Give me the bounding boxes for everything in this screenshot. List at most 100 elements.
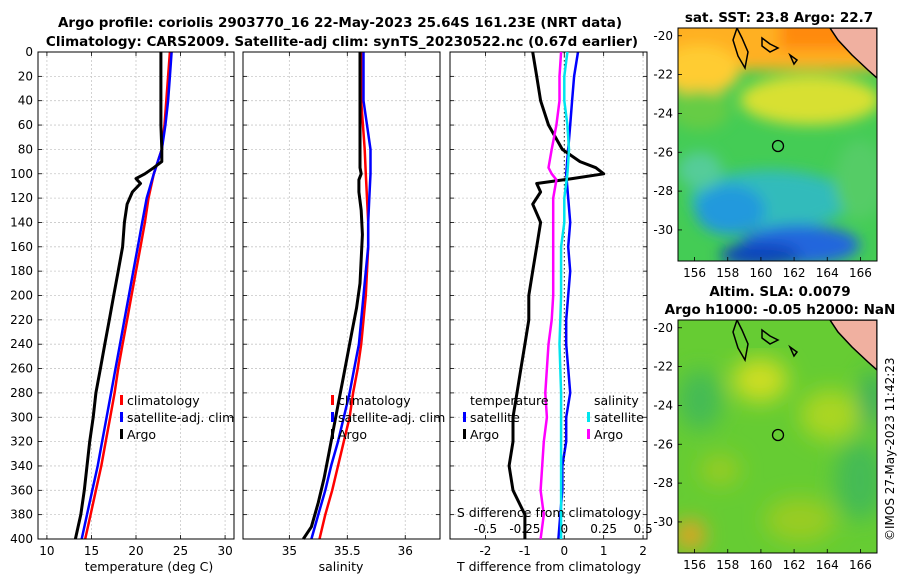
sla-map-axes: 156 158 160 162 164 166 -20 -22 -24 -26 -28 -30 <box>653 321 871 572</box>
salinity-diff-tick-label: 0 <box>560 522 568 536</box>
x-tick-label: 20 <box>128 544 143 558</box>
map-lat-label: -24 <box>653 398 673 412</box>
axes-frame <box>37 51 235 540</box>
depth-tick-label: 160 <box>10 240 33 254</box>
x-tick-label: -2 <box>479 544 491 558</box>
map-lon-label: 166 <box>849 266 872 280</box>
depth-tick-label: 280 <box>10 386 33 400</box>
series-line-argo <box>73 52 164 540</box>
grid <box>38 51 234 540</box>
map-lat-label: -26 <box>653 437 673 451</box>
depth-tick-label: 180 <box>10 264 33 278</box>
depth-tick-label: 200 <box>10 289 33 303</box>
series-line-temperature-satellite <box>557 51 580 540</box>
sla-map-frame <box>677 319 878 554</box>
legend-t-argo: Argo <box>470 427 499 442</box>
legend-argo-swatch <box>120 429 123 439</box>
map-lon-label: 162 <box>783 558 806 572</box>
map-lon-label: 156 <box>683 266 706 280</box>
map-lat-label: -20 <box>653 321 673 335</box>
x-tick-label: 10 <box>39 544 54 558</box>
depth-tick-label: 60 <box>18 118 33 132</box>
map-lon-label: 166 <box>849 558 872 572</box>
salinity-diff-tick-label: -0.5 <box>474 522 497 536</box>
map-lat-label: -22 <box>653 360 673 374</box>
legend-t-satellite: satellite <box>470 410 520 425</box>
sal-legend-climatology-swatch <box>331 395 334 405</box>
depth-tick-label: 340 <box>10 459 33 473</box>
map-lon-label: 156 <box>683 558 706 572</box>
depth-tick-label: 80 <box>18 142 33 156</box>
legend-climatology-swatch <box>120 395 123 405</box>
depth-tick-label: 40 <box>18 94 33 108</box>
depth-tick-label: 240 <box>10 337 33 351</box>
map-lat-label: -20 <box>653 29 673 43</box>
salinity-diff-tick-label: 0.25 <box>590 522 617 536</box>
legend-s-satellite-swatch <box>587 412 590 422</box>
depth-tick-label: 320 <box>10 435 33 449</box>
salinity-xlabel: salinity <box>319 559 364 574</box>
sal-legend-argo-swatch <box>331 429 334 439</box>
depth-tick-label: 260 <box>10 362 33 376</box>
axes-frame <box>242 51 441 540</box>
series-line-satellite-adj-clim <box>310 52 372 540</box>
legend-s-argo-swatch <box>587 429 590 439</box>
salinity-diff-tick-label: -0.25 <box>509 522 540 536</box>
difference-panel: -2 -1 0 1 2 -0.5 -0.25 0 0.25 0.5 <box>449 51 653 558</box>
legend-s-satellite: satellite <box>594 410 644 425</box>
sal-legend-satellite: satellite-adj. clim <box>338 410 445 425</box>
sal-legend-climatology: climatology <box>338 393 411 408</box>
map-lon-label: 164 <box>816 558 839 572</box>
depth-tick-label: 0 <box>25 45 33 59</box>
title-line2: Climatology: CARS2009. Satellite-adj cli… <box>46 34 638 50</box>
title-line1: Argo profile: coriolis 2903770_16 22-May… <box>58 15 622 31</box>
map-lat-label: -26 <box>653 145 673 159</box>
grid <box>243 51 440 540</box>
salinity-panel: 35 35.5 36 <box>242 51 441 558</box>
depth-tick-label: 400 <box>10 532 33 546</box>
sst-map-image <box>678 28 877 261</box>
map-lon-label: 158 <box>716 558 739 572</box>
legend-salinity-title: salinity <box>594 393 639 408</box>
depth-tick-label: 380 <box>10 508 33 522</box>
watermark: ©IMOS 27-May-2023 11:42:23 <box>883 357 897 541</box>
map-lat-label: -28 <box>653 184 673 198</box>
sla-map-title-line2: Argo h1000: -0.05 h2000: NaN <box>665 302 896 318</box>
depth-tick-label: 300 <box>10 410 33 424</box>
legend-s-argo: Argo <box>594 427 623 442</box>
series-line-satellite-adj-clim <box>80 51 173 540</box>
salinity-diff-tick-label: 0.5 <box>634 522 653 536</box>
series-line-argo <box>302 52 364 540</box>
map-lon-label: 164 <box>816 266 839 280</box>
depth-tick-label: 120 <box>10 191 33 205</box>
map-lon-label: 160 <box>749 266 772 280</box>
legend-satellite: satellite-adj. clim <box>127 410 234 425</box>
sst-map-title: sat. SST: 23.8 Argo: 22.7 <box>685 10 873 26</box>
map-lon-label: 160 <box>749 558 772 572</box>
map-lat-label: -24 <box>653 106 673 120</box>
x-tick-label: 35.5 <box>334 544 361 558</box>
x-tick-label: 0 <box>560 544 568 558</box>
series-line-temperature-argo <box>507 51 606 539</box>
sst-argo-marker <box>771 139 785 153</box>
depth-tick-label: 100 <box>10 167 33 181</box>
temperature-xlabel: temperature (deg C) <box>85 559 214 574</box>
legend-t-satellite-swatch <box>463 412 466 422</box>
x-tick-label: 35 <box>282 544 297 558</box>
x-tick-label: 30 <box>217 544 232 558</box>
series-line-salinity-satellite <box>558 51 571 539</box>
depth-tick-label: 220 <box>10 313 33 327</box>
legend-satellite-swatch <box>120 412 123 422</box>
difference-xlabel-top: S difference from climatology <box>457 505 642 520</box>
sla-map-title-line1: Altim. SLA: 0.0079 <box>709 284 850 300</box>
series-line-climatology <box>318 52 370 540</box>
map-lat-label: -22 <box>653 68 673 82</box>
legend-climatology: climatology <box>127 393 200 408</box>
difference-xlabel: T difference from climatology <box>456 559 642 574</box>
legend-temperature-title: temperature <box>470 393 549 408</box>
depth-tick-label: 20 <box>18 69 33 83</box>
sal-legend-satellite-swatch <box>331 412 334 422</box>
depth-tick-label: 140 <box>10 215 33 229</box>
map-lon-label: 162 <box>783 266 806 280</box>
